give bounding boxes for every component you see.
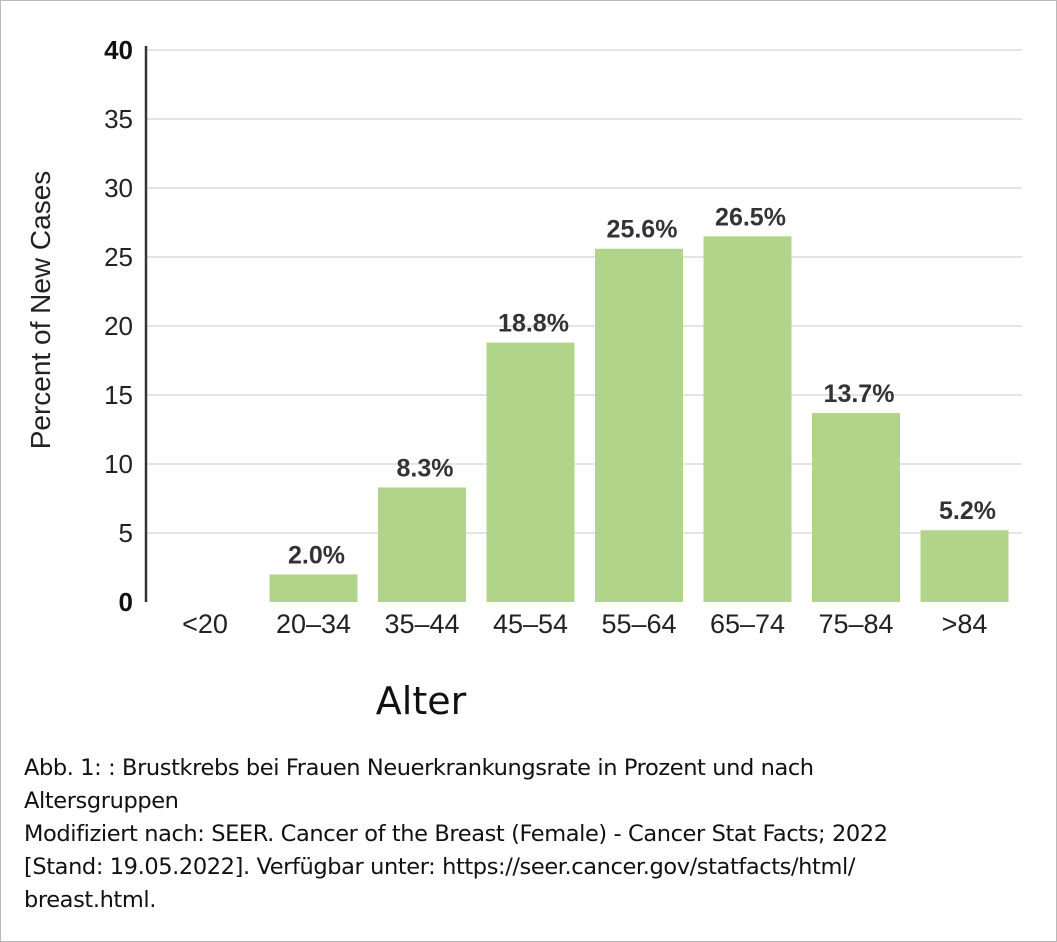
- x-tick-label: 20–34: [276, 609, 351, 639]
- y-tick-label: 40: [104, 35, 133, 65]
- bar-chart: 0 5 10 15 20 25 30 35 40 2.0% 8.3% 18.8% 25.6% 26.5%…: [25, 35, 1022, 723]
- x-tick-label: 35–44: [384, 609, 459, 639]
- bar: [595, 248, 683, 602]
- data-label: 13.7%: [824, 380, 895, 408]
- y-tick-label: 20: [104, 311, 133, 341]
- data-label: 18.8%: [498, 310, 569, 338]
- x-tick-label: 75–84: [818, 609, 893, 639]
- figure-caption: Abb. 1: : Brustkrebs bei Frauen Neuerkra…: [24, 752, 1034, 917]
- x-tick-label: 45–54: [493, 609, 568, 639]
- bars: [269, 236, 1009, 603]
- data-labels: 2.0% 8.3% 18.8% 25.6% 26.5% 13.7% 5.2%: [288, 203, 996, 569]
- category-labels: <20 20–34 35–44 45–54 55–64 65–74 75–84 >84: [182, 609, 987, 639]
- y-tick-label: 30: [104, 173, 133, 203]
- bar: [812, 412, 900, 602]
- x-tick-label: 55–64: [601, 609, 676, 639]
- data-label: 5.2%: [939, 497, 996, 525]
- y-tick-label: 5: [119, 518, 133, 548]
- data-label: 25.6%: [607, 216, 678, 244]
- y-axis-label: Percent of New Cases: [25, 171, 56, 450]
- x-tick-label: 65–74: [710, 609, 785, 639]
- x-axis-label: Alter: [376, 679, 467, 723]
- bar: [703, 236, 792, 603]
- caption-line-2: Altersgruppen: [24, 788, 179, 814]
- y-tick-labels: 0 5 10 15 20 25 30 35 40: [104, 35, 133, 617]
- caption-line-5: breast.html.: [24, 887, 156, 913]
- y-tick-label: 15: [104, 380, 133, 410]
- bar: [486, 342, 575, 602]
- bar: [378, 487, 466, 602]
- bar: [269, 574, 358, 602]
- x-tick-label: <20: [182, 609, 228, 639]
- bar: [920, 530, 1009, 602]
- data-label: 26.5%: [715, 203, 786, 231]
- y-tick-label: 0: [119, 587, 133, 617]
- data-label: 2.0%: [288, 541, 345, 569]
- y-tick-label: 25: [104, 242, 133, 272]
- caption-line-1: Abb. 1: : Brustkrebs bei Frauen Neuerkra…: [24, 755, 814, 781]
- y-tick-label: 35: [104, 104, 133, 134]
- caption-line-4: [Stand: 19.05.2022]. Verfügbar unter: ht…: [24, 854, 856, 880]
- x-tick-label: >84: [942, 609, 988, 639]
- y-tick-label: 10: [104, 449, 133, 479]
- data-label: 8.3%: [397, 454, 454, 482]
- caption-line-3: Modifiziert nach: SEER. Cancer of the Br…: [24, 821, 888, 847]
